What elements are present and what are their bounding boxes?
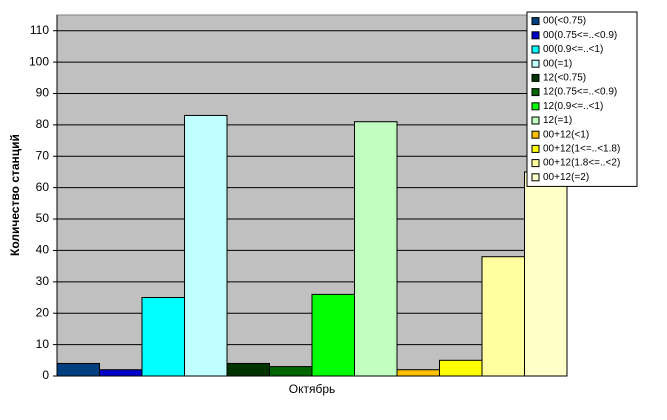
legend-label: 00+12(1<=..<1.8) <box>543 144 620 155</box>
legend-swatch <box>531 159 540 168</box>
legend-swatch <box>531 59 540 68</box>
bar <box>56 362 100 377</box>
y-tick-label: 10 <box>36 337 50 351</box>
legend-box <box>526 11 638 187</box>
legend-swatch <box>531 73 540 82</box>
y-tick-label: 40 <box>36 243 50 257</box>
legend-swatch <box>531 17 540 26</box>
legend-swatch <box>531 102 540 111</box>
bar <box>226 362 270 377</box>
legend-label: 12(0.75<=..<0.9) <box>543 87 617 98</box>
y-tick-label: 60 <box>36 180 50 194</box>
bar <box>99 369 143 377</box>
legend-label: 00+12(1.8<=..<2) <box>543 158 620 169</box>
x-tick-label: Октябрь <box>289 382 336 396</box>
legend-swatch <box>531 144 540 153</box>
legend-swatch <box>531 130 540 139</box>
legend-label: 00(<0.75) <box>543 16 586 27</box>
legend-label: 12(=1) <box>543 115 572 126</box>
y-tick-label: 80 <box>36 117 50 131</box>
y-tick-label: 50 <box>36 211 50 225</box>
legend-label: 00+12(=2) <box>543 172 589 183</box>
y-tick-label: 0 <box>42 368 49 382</box>
bar <box>481 256 525 377</box>
y-tick-label: 70 <box>36 148 50 162</box>
legend-swatch <box>531 173 540 182</box>
bar <box>524 171 568 377</box>
y-tick-label: 100 <box>29 54 49 68</box>
legend-label: 00+12(<1) <box>543 129 589 140</box>
bar <box>184 114 228 377</box>
legend-swatch <box>531 45 540 54</box>
y-axis-label: Количество станций <box>8 134 22 256</box>
bar <box>141 297 185 377</box>
legend-swatch <box>531 116 540 125</box>
y-tick-label: 20 <box>36 305 50 319</box>
legend-label: 00(=1) <box>543 58 572 69</box>
bar <box>311 293 355 377</box>
legend-label: 12(0.9<=..<1) <box>543 101 603 112</box>
legend-label: 00(0.9<=..<1) <box>543 44 603 55</box>
bar <box>439 359 483 377</box>
legend-swatch <box>531 88 540 97</box>
y-tick-label: 30 <box>36 274 50 288</box>
y-tick-label: 90 <box>36 86 50 100</box>
legend-swatch <box>531 31 540 40</box>
y-tick-label: 110 <box>30 23 49 37</box>
bar <box>354 121 398 377</box>
bar <box>396 369 440 377</box>
legend-label: 12(<0.75) <box>543 73 586 84</box>
bar <box>269 366 313 377</box>
legend-label: 00(0.75<=..<0.9) <box>543 30 617 41</box>
